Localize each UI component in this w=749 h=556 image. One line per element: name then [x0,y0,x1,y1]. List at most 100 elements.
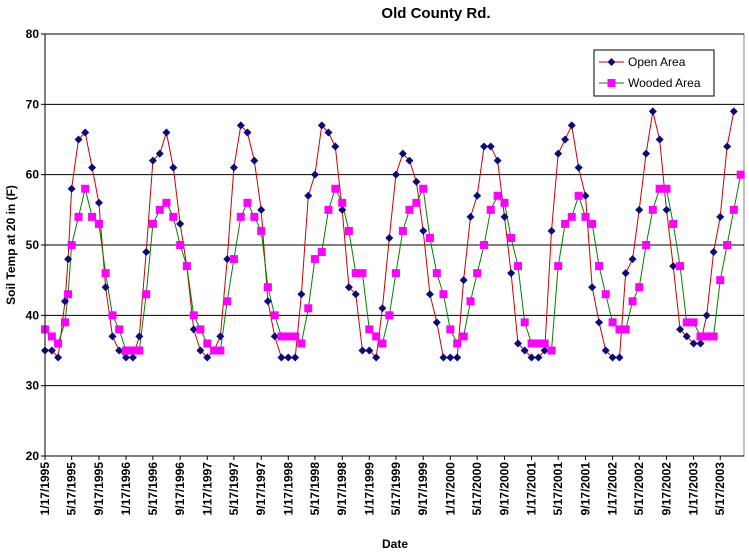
x-tick-label: 1/17/2000 [443,462,457,516]
data-point [162,198,171,207]
x-tick-label: 9/17/2001 [579,462,593,516]
data-point [310,255,319,264]
data-point [203,353,212,362]
data-point [432,318,441,327]
data-point [64,290,73,299]
data-point [648,107,657,116]
data-point [47,346,56,355]
data-point [581,191,590,200]
x-tick-label: 1/17/2003 [687,462,701,516]
data-point [682,318,691,327]
data-point [398,226,407,235]
x-tick-label: 1/17/1999 [362,462,376,516]
data-point [223,297,232,306]
data-point [189,311,198,320]
data-point [351,269,360,278]
x-tick-label: 9/17/1995 [92,462,106,516]
data-point [466,297,475,306]
data-point [291,332,300,341]
data-point [310,170,319,179]
legend: Open Area Wooded Area [593,49,715,97]
data-point [365,325,374,334]
data-point [176,219,185,228]
data-point [716,212,725,221]
data-point [142,248,151,257]
data-point [257,226,266,235]
legend-box [593,49,715,97]
data-point [473,269,482,278]
data-point [581,212,590,221]
data-point [507,269,516,278]
data-point [169,163,178,172]
data-point [723,241,732,249]
data-point [547,346,556,355]
data-point [67,241,76,249]
data-point [391,170,400,179]
data-point [155,205,164,214]
data-point [223,255,232,264]
data-point [88,163,97,172]
data-point [74,212,83,221]
data-point [486,142,495,151]
x-tick-label: 9/17/2000 [497,462,511,516]
x-tick-label: 9/17/1996 [173,462,187,516]
data-point [547,226,556,235]
data-point [628,297,637,306]
data-point [453,339,462,348]
data-point [601,290,610,299]
legend-marker [607,58,616,66]
data-point [270,311,279,320]
data-point [453,353,462,362]
data-point [365,346,374,355]
data-point [344,226,353,235]
data-point [284,332,293,341]
data-point [514,262,523,271]
data-point [378,304,387,313]
data-point [250,156,259,165]
data-point [101,283,110,292]
data-point [696,339,705,348]
data-point [709,332,718,341]
data-point [128,353,137,362]
data-point [432,269,441,278]
data-point [689,339,698,348]
data-point [270,332,279,341]
x-tick-label: 9/17/1997 [254,462,268,516]
data-point [243,198,252,207]
data-point [588,219,597,228]
data-point [94,198,103,207]
data-point [304,304,313,313]
data-point [405,205,414,214]
y-tick-label: 60 [26,168,40,182]
data-point [338,198,347,207]
data-point [196,325,205,334]
data-point [284,353,293,362]
data-point [662,184,671,193]
data-point [493,156,502,165]
data-point [561,135,570,144]
data-point [94,219,103,228]
x-tick-label: 1/17/1997 [200,462,214,516]
data-point [520,318,529,327]
data-point [574,163,583,172]
y-axis-label: Soil Temp at 20 in (F) [4,185,18,305]
y-tick-label: 40 [26,308,40,322]
data-point [385,311,394,320]
data-point [60,297,69,306]
data-point [702,311,711,320]
data-point [358,269,367,278]
data-point [520,346,529,355]
data-point [189,325,198,334]
data-point [419,226,428,235]
x-tick-label: 9/17/1998 [335,462,349,516]
data-point [210,346,219,355]
data-point [425,290,434,299]
data-point [108,332,117,341]
data-point [331,142,340,151]
x-tick-label: 1/17/2002 [606,462,620,516]
data-point [709,248,718,257]
data-point [324,128,333,137]
data-point [473,191,482,200]
data-point [135,346,144,355]
